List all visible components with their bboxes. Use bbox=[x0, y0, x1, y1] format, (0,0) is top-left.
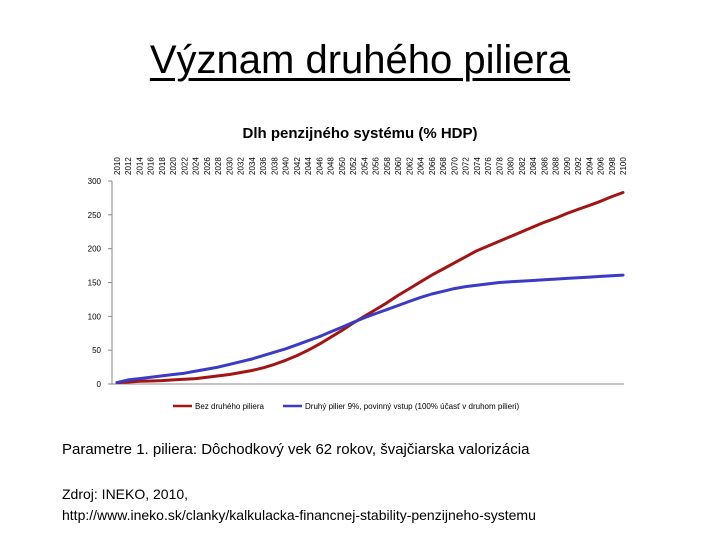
x-tick-label: 2094 bbox=[585, 157, 594, 175]
x-tick-label: 2060 bbox=[394, 157, 403, 175]
source-line-1: Zdroj: INEKO, 2010, bbox=[62, 486, 189, 502]
series-lines bbox=[115, 191, 625, 385]
series-line-1 bbox=[115, 191, 625, 385]
x-tick-label: 2036 bbox=[259, 157, 268, 175]
x-tick-label: 2022 bbox=[180, 157, 189, 175]
x-tick-label: 2050 bbox=[338, 157, 347, 175]
x-tick-label: 2012 bbox=[124, 157, 133, 175]
series-line-2 bbox=[115, 273, 625, 385]
x-tick-label: 2088 bbox=[552, 157, 561, 175]
x-tick-label: 2044 bbox=[304, 157, 313, 175]
x-tick-label: 2090 bbox=[563, 157, 572, 175]
x-tick-label: 2040 bbox=[282, 157, 291, 175]
legend-label-1: Bez druhého piliera bbox=[195, 402, 264, 411]
x-tick-labels: 2010 2012 2014 2016 2018 2020 2022 2024 2026 2028… bbox=[113, 157, 628, 175]
x-tick-label: 2068 bbox=[439, 157, 448, 175]
x-tick-label: 2074 bbox=[473, 157, 482, 175]
y-tick-label: 200 bbox=[88, 245, 102, 254]
source-note: Zdroj: INEKO, 2010, http://www.ineko.sk/… bbox=[62, 484, 536, 526]
legend-label-2: Druhý pilier 9%, povinný vstup (100% úča… bbox=[305, 402, 520, 411]
x-tick-label: 2024 bbox=[192, 157, 201, 175]
x-tick-label: 2010 bbox=[113, 157, 122, 175]
x-tick-label: 2078 bbox=[495, 157, 504, 175]
x-tick-label: 2052 bbox=[349, 157, 358, 175]
x-tick-label: 2086 bbox=[540, 157, 549, 175]
x-tick-label: 2020 bbox=[169, 157, 178, 175]
x-tick-label: 2092 bbox=[574, 157, 583, 175]
x-tick-label: 2030 bbox=[225, 157, 234, 175]
x-tick-label: 2014 bbox=[135, 157, 144, 175]
x-tick-label: 2034 bbox=[248, 157, 257, 175]
params-note: Parametre 1. piliera: Dôchodkový vek 62 … bbox=[62, 441, 530, 458]
y-tick-label: 0 bbox=[97, 380, 102, 389]
y-tick-label: 250 bbox=[88, 211, 102, 220]
y-tick-label: 100 bbox=[88, 312, 102, 321]
y-tick-label: 150 bbox=[88, 279, 102, 288]
x-tick-label: 2042 bbox=[293, 157, 302, 175]
x-tick-label: 2056 bbox=[372, 157, 381, 175]
x-tick-label: 2098 bbox=[608, 157, 617, 175]
x-tick-label: 2048 bbox=[327, 157, 336, 175]
y-tick-label: 300 bbox=[88, 177, 102, 186]
x-tick-label: 2038 bbox=[270, 157, 279, 175]
chart-title: Dlh penzijného systému (% HDP) bbox=[242, 125, 478, 142]
y-tick-labels: 0 50 100 150 200 250 300 bbox=[88, 177, 112, 389]
x-tick-label: 2072 bbox=[462, 157, 471, 175]
x-tick-label: 2066 bbox=[428, 157, 437, 175]
x-tick-label: 2080 bbox=[507, 157, 516, 175]
x-tick-label: 2096 bbox=[597, 157, 606, 175]
x-tick-label: 2084 bbox=[529, 157, 538, 175]
slide-title: Význam druhého piliera bbox=[149, 38, 571, 82]
y-tick-label: 50 bbox=[92, 346, 101, 355]
x-tick-label: 2016 bbox=[147, 157, 156, 175]
x-tick-label: 2064 bbox=[417, 157, 426, 175]
x-tick-label: 2100 bbox=[619, 157, 628, 175]
x-tick-label: 2028 bbox=[214, 157, 223, 175]
x-tick-label: 2018 bbox=[158, 157, 167, 175]
source-url[interactable]: http://www.ineko.sk/clanky/kalkulacka-fi… bbox=[62, 507, 536, 523]
x-tick-label: 2058 bbox=[383, 157, 392, 175]
x-tick-label: 2026 bbox=[203, 157, 212, 175]
x-tick-label: 2070 bbox=[450, 157, 459, 175]
x-tick-label: 2062 bbox=[405, 157, 414, 175]
x-tick-label: 2076 bbox=[484, 157, 493, 175]
legend: Bez druhého piliera Druhý pilier 9%, povi… bbox=[173, 402, 520, 411]
x-tick-label: 2046 bbox=[315, 157, 324, 175]
x-tick-label: 2054 bbox=[360, 157, 369, 175]
x-tick-label: 2032 bbox=[237, 157, 246, 175]
x-tick-label: 2082 bbox=[518, 157, 527, 175]
